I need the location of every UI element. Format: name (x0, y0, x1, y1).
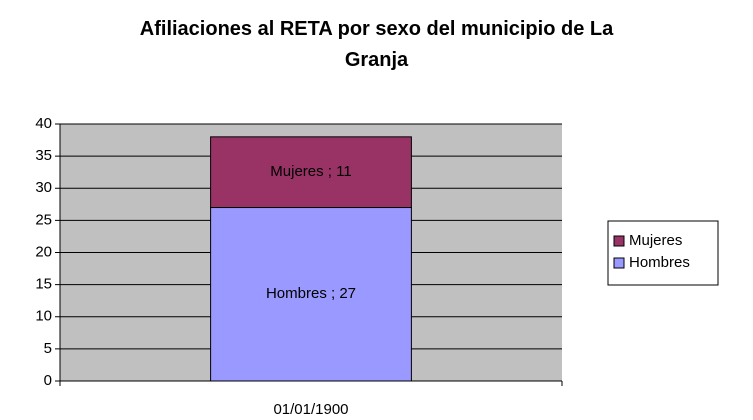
y-tick-label: 35 (35, 147, 52, 164)
x-tick-label: 01/01/1900 (273, 401, 348, 418)
y-tick-label: 10 (35, 308, 52, 325)
y-tick-label: 5 (44, 340, 52, 357)
chart-title: Afiliaciones al RETA por sexo del munici… (139, 18, 614, 71)
legend-swatch (613, 257, 625, 269)
bar-segment (210, 207, 412, 382)
y-tick-label: 40 (35, 115, 52, 132)
data-label: Hombres ; 27 (266, 285, 356, 302)
legend-box (607, 220, 719, 286)
y-tick-label: 15 (35, 276, 52, 293)
data-label: Mujeres ; 11 (270, 163, 351, 180)
legend-label: Mujeres (629, 232, 682, 249)
y-tick-label: 20 (35, 243, 52, 260)
y-tick-label: 0 (44, 372, 52, 389)
bar-segment (210, 136, 412, 209)
y-tick-label: 25 (35, 211, 52, 228)
legend-swatch (613, 235, 625, 247)
legend-label: Hombres (629, 254, 690, 271)
y-tick-label: 30 (35, 179, 52, 196)
